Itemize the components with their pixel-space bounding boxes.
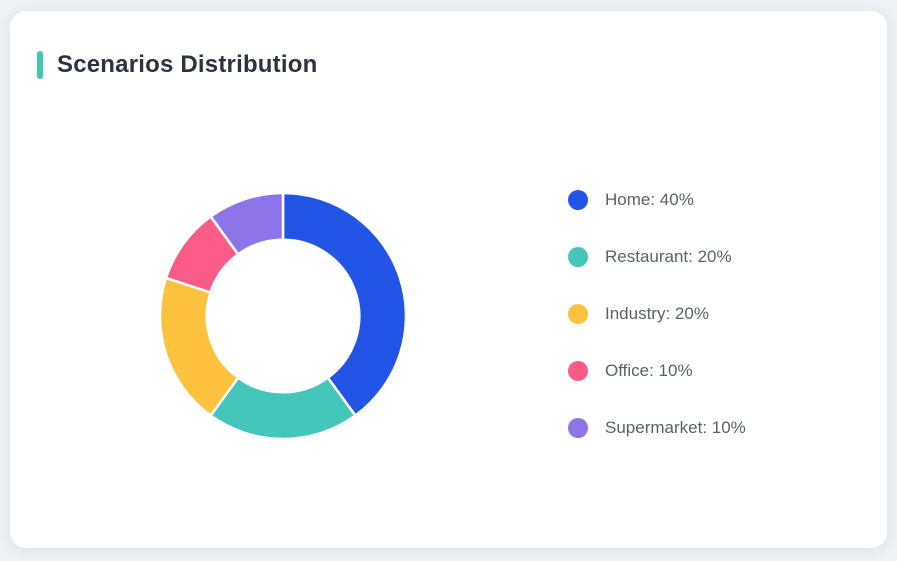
donut-slice-home[interactable]: [281, 191, 408, 417]
legend-dot-icon: [568, 190, 588, 210]
legend-label: Supermarket: 10%: [605, 418, 746, 437]
legend-item-supermarket[interactable]: Supermarket: 10%: [568, 418, 746, 438]
legend-label: Industry: 20%: [605, 304, 709, 323]
legend-item-office[interactable]: Office: 10%: [568, 361, 746, 381]
legend-item-home[interactable]: Home: 40%: [568, 190, 746, 210]
legend-label: Home: 40%: [605, 190, 694, 209]
scenarios-distribution-card: Scenarios Distribution Home: 40% Restaur…: [10, 11, 887, 548]
legend-dot-icon: [568, 247, 588, 267]
donut-chart: [158, 191, 408, 441]
legend-dot-icon: [568, 304, 588, 324]
chart-legend: Home: 40% Restaurant: 20% Industry: 20% …: [568, 190, 746, 438]
legend-label: Restaurant: 20%: [605, 247, 732, 266]
legend-item-restaurant[interactable]: Restaurant: 20%: [568, 247, 746, 267]
legend-item-industry[interactable]: Industry: 20%: [568, 304, 746, 324]
legend-label: Office: 10%: [605, 361, 693, 380]
donut-slice-industry[interactable]: [158, 276, 240, 417]
page-title: Scenarios Distribution: [57, 51, 318, 78]
legend-dot-icon: [568, 361, 588, 381]
card-header: Scenarios Distribution: [37, 51, 317, 79]
legend-dot-icon: [568, 418, 588, 438]
title-accent-bar: [37, 51, 43, 79]
donut-slice-supermarket[interactable]: [209, 191, 285, 256]
